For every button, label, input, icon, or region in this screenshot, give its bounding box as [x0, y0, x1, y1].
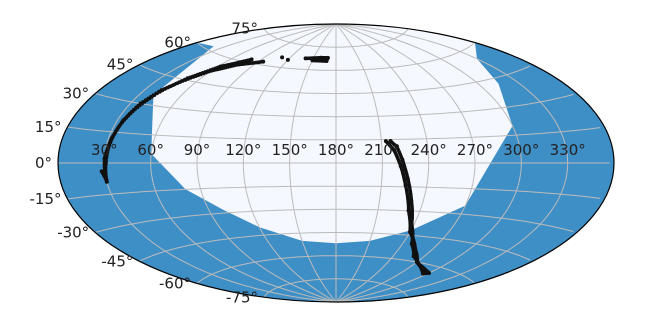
data-points [99, 55, 431, 276]
data-point [249, 57, 254, 62]
data-point [143, 98, 148, 102]
x-tick-label: 330° [550, 141, 586, 159]
gridlines [58, 24, 610, 302]
parallel-line [139, 64, 531, 94]
y-tick-label: 30° [63, 85, 90, 103]
parallel-line [67, 185, 601, 200]
data-point [280, 55, 285, 60]
plot-outline [57, 23, 615, 303]
data-point [173, 82, 177, 87]
parallel-line [95, 208, 574, 233]
y-tick-label: 45° [107, 56, 134, 74]
data-point [388, 139, 393, 143]
data-point [104, 179, 109, 184]
x-tick-label: 300° [503, 141, 539, 159]
data-point [178, 80, 182, 84]
y-tick-label: -15° [30, 190, 62, 208]
y-tick-label: 75° [231, 20, 258, 38]
parallel-line [263, 28, 409, 48]
data-point [159, 88, 164, 93]
data-point [154, 91, 158, 96]
y-tick-label: -45° [101, 252, 133, 270]
data-point [146, 96, 151, 101]
x-tick-label: 240° [411, 141, 447, 159]
x-tick-label: 270° [457, 141, 493, 159]
y-tick-label: 15° [35, 118, 62, 136]
region-0 [151, 24, 513, 244]
parallel-line [263, 278, 409, 298]
y-tick-label: 0° [35, 154, 52, 172]
data-point [151, 93, 156, 97]
parallel-line [95, 93, 574, 118]
y-tick-labels: 75°60°45°30°15°0°-15°-30°-45°-60°-75° [30, 20, 259, 307]
data-point [310, 58, 315, 63]
data-point [285, 57, 290, 62]
x-tick-label: 150° [272, 141, 308, 159]
parallel-line [67, 126, 601, 141]
x-tick-label: 90° [184, 141, 211, 159]
x-tick-labels: 30° 60° 90° 120° 150° 180° 210° 240° 270° 300° 330… [91, 141, 586, 159]
data-point [157, 89, 161, 94]
data-point [149, 94, 153, 99]
parallel-line [196, 255, 475, 284]
y-tick-label: -75° [226, 288, 258, 306]
x-tick-label: 60° [137, 141, 164, 159]
x-tick-label: 30° [91, 141, 118, 159]
sky-region [151, 24, 513, 244]
data-point [134, 105, 138, 110]
y-tick-label: -30° [57, 224, 89, 242]
parallel-line [196, 42, 475, 71]
y-tick-label: -60° [159, 274, 191, 292]
x-tick-label: 180° [318, 141, 354, 159]
x-tick-label: 120° [225, 141, 261, 159]
x-tick-label: 210° [364, 141, 400, 159]
y-tick-label: 60° [164, 34, 191, 52]
parallel-line [139, 232, 531, 262]
